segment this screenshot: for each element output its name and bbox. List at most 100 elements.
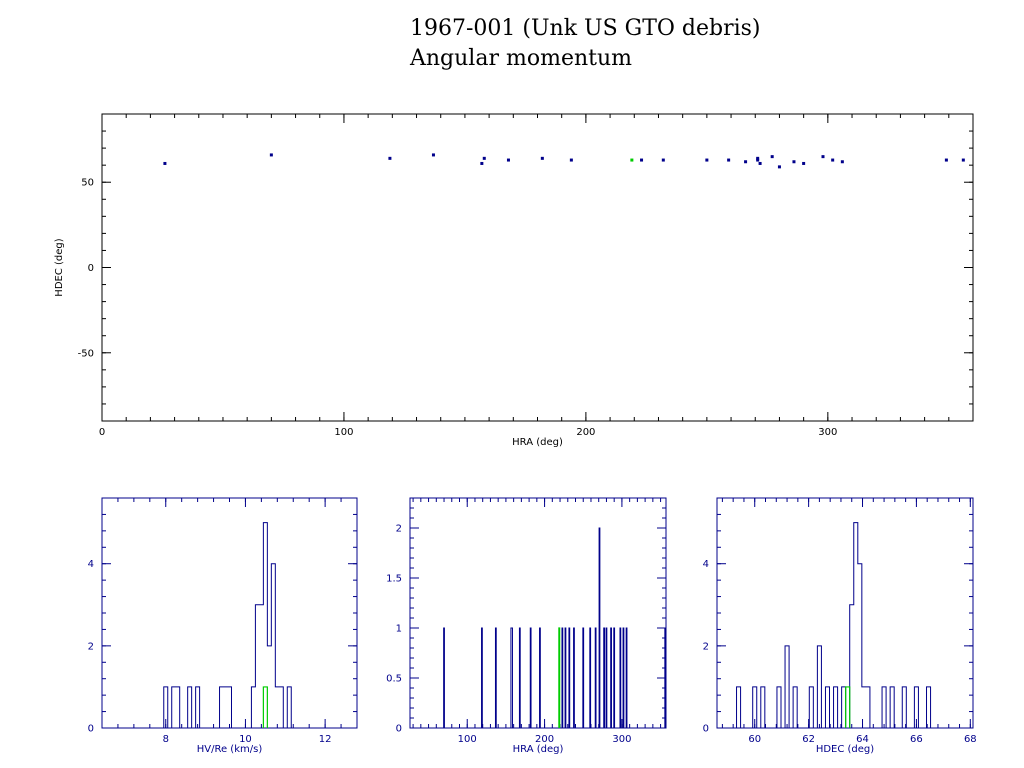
histogram-bin bbox=[251, 687, 255, 728]
histogram-bin bbox=[834, 687, 838, 728]
plot-frame bbox=[409, 497, 667, 729]
histogram-bin bbox=[882, 687, 886, 728]
plot-frame bbox=[716, 497, 974, 729]
highlight-point bbox=[630, 158, 634, 162]
histogram-bin bbox=[927, 687, 931, 728]
y-tick-label: 0 bbox=[88, 724, 94, 735]
y-tick-label: 0 bbox=[396, 724, 402, 735]
data-point bbox=[705, 158, 709, 162]
chart-title: 1967-001 (Unk US GTO debris) bbox=[410, 16, 761, 41]
x-axis-label: HDEC (deg) bbox=[816, 744, 874, 755]
data-point bbox=[388, 156, 392, 160]
data-point bbox=[792, 160, 796, 164]
histogram-bin bbox=[890, 687, 894, 728]
histogram-bin bbox=[279, 687, 283, 728]
histogram-bin bbox=[785, 646, 789, 728]
x-tick-label: 64 bbox=[856, 734, 869, 745]
y-tick-label: 4 bbox=[88, 559, 94, 570]
histogram-bin bbox=[761, 687, 765, 728]
data-point bbox=[506, 158, 510, 162]
x-tick-label: 62 bbox=[802, 734, 815, 745]
y-tick-label: 2 bbox=[88, 641, 94, 652]
y-tick-label: 4 bbox=[703, 559, 709, 570]
y-tick-label: 1 bbox=[396, 624, 402, 635]
x-axis-label: HV/Re (km/s) bbox=[197, 744, 263, 755]
data-point bbox=[431, 153, 435, 157]
x-tick-label: 8 bbox=[163, 734, 169, 745]
histogram-bin bbox=[287, 687, 291, 728]
plot-frame bbox=[101, 497, 358, 729]
histogram-outline bbox=[443, 527, 667, 728]
histogram-bin bbox=[188, 687, 192, 728]
data-point bbox=[661, 158, 665, 162]
x-axis-label: HRA (deg) bbox=[512, 437, 563, 448]
data-point bbox=[831, 158, 835, 162]
x-tick-label: 200 bbox=[535, 734, 554, 745]
histogram-bin bbox=[854, 523, 858, 728]
y-axis-label: HDEC (deg) bbox=[54, 238, 65, 296]
data-point bbox=[777, 165, 781, 169]
data-point bbox=[480, 161, 484, 165]
data-point bbox=[540, 156, 544, 160]
data-point bbox=[944, 158, 948, 162]
x-tick-label: 300 bbox=[818, 427, 837, 438]
data-point bbox=[569, 158, 573, 162]
histogram-bin bbox=[866, 687, 870, 728]
histogram-bin bbox=[902, 687, 906, 728]
y-tick-label: 2 bbox=[396, 524, 402, 535]
histogram-bin bbox=[176, 687, 180, 728]
data-point bbox=[482, 156, 486, 160]
y-tick-label: 50 bbox=[81, 178, 94, 189]
data-point bbox=[802, 161, 806, 165]
chart-subtitle: Angular momentum bbox=[410, 46, 632, 71]
histogram-bin bbox=[850, 605, 854, 728]
histogram-bin bbox=[224, 687, 228, 728]
x-tick-label: 60 bbox=[748, 734, 761, 745]
data-point bbox=[961, 158, 965, 162]
panel-3: 100 200 300 0 0.5 1 1.5 2 HRA (deg) bbox=[386, 497, 667, 755]
data-point bbox=[840, 160, 844, 164]
data-point bbox=[770, 155, 774, 159]
panel-2: 8 10 12 0 2 4 HV/Re (km/s) bbox=[88, 497, 358, 755]
x-tick-label: 0 bbox=[99, 427, 105, 438]
highlight-bin bbox=[558, 627, 561, 728]
y-tick-label: 1.5 bbox=[386, 574, 402, 585]
histogram-bin bbox=[172, 687, 176, 728]
x-axis-label: HRA (deg) bbox=[513, 744, 564, 755]
panel-1: 0 100 200 300 -50 0 50 HRA (deg) HDEC (deg) bbox=[54, 113, 974, 448]
panel-4: 60 62 64 66 68 0 2 4 HDEC (deg) bbox=[703, 497, 977, 755]
y-tick-label: -50 bbox=[78, 348, 94, 359]
histogram-bin bbox=[196, 687, 200, 728]
y-tick-label: 2 bbox=[703, 641, 709, 652]
y-tick-label: 0.5 bbox=[386, 674, 402, 685]
histogram-bin bbox=[777, 687, 781, 728]
y-tick-label: 0 bbox=[88, 263, 94, 274]
x-tick-label: 300 bbox=[612, 734, 631, 745]
histogram-bin bbox=[228, 687, 232, 728]
data-point bbox=[744, 160, 748, 164]
x-tick-label: 200 bbox=[576, 427, 595, 438]
data-point bbox=[163, 161, 167, 165]
data-point bbox=[269, 153, 273, 157]
histogram-bin bbox=[255, 605, 259, 728]
data-point bbox=[821, 155, 825, 159]
x-tick-label: 100 bbox=[458, 734, 477, 745]
histogram-bin bbox=[275, 687, 279, 728]
x-tick-label: 68 bbox=[964, 734, 977, 745]
histogram-bin bbox=[858, 564, 862, 728]
x-tick-label: 66 bbox=[910, 734, 923, 745]
data-point bbox=[640, 158, 644, 162]
x-tick-label: 12 bbox=[319, 734, 332, 745]
data-point bbox=[756, 158, 760, 162]
highlight-bin bbox=[845, 686, 851, 728]
histogram-bin bbox=[793, 687, 797, 728]
histogram-bin bbox=[825, 687, 829, 728]
data-point bbox=[758, 161, 762, 165]
x-tick-label: 100 bbox=[334, 427, 353, 438]
highlight-bin bbox=[262, 686, 268, 728]
histogram-outline bbox=[736, 522, 932, 728]
x-tick-label: 10 bbox=[239, 734, 252, 745]
histogram-bin bbox=[737, 687, 741, 728]
histogram-bin bbox=[220, 687, 224, 728]
